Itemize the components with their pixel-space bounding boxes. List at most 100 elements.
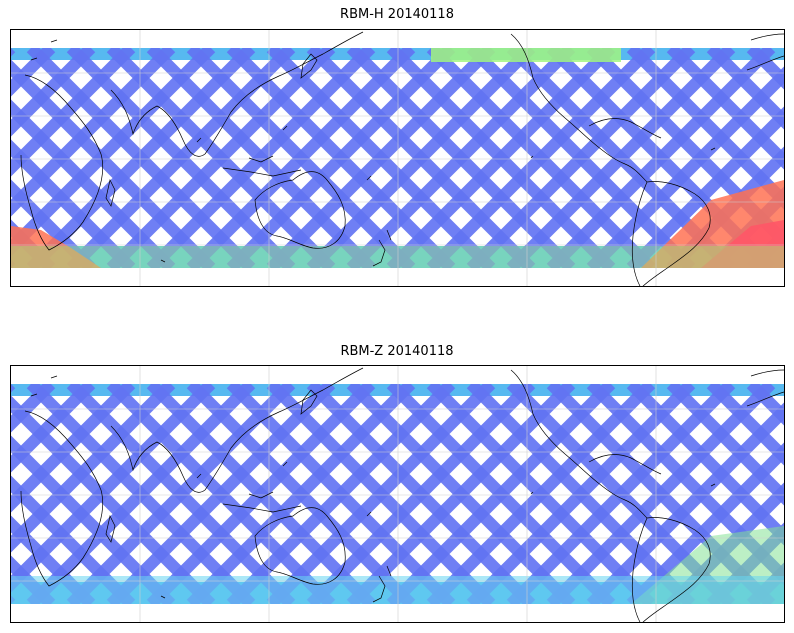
gridlines [11, 366, 784, 622]
coastline-path [564, 117, 648, 183]
coastline-path [110, 89, 206, 157]
swath-ascending [426, 48, 656, 268]
swath-ascending [66, 384, 296, 604]
swath-descending [11, 515, 96, 604]
island-path [530, 491, 534, 495]
coastline-path [300, 53, 318, 79]
swath-ascending [186, 384, 416, 604]
map-panel-bottom [10, 365, 785, 623]
swath-descending [706, 48, 784, 130]
coastline-path [564, 453, 648, 519]
island-path [282, 461, 288, 467]
swath-enhancements [11, 48, 784, 268]
coastline-path [746, 33, 784, 71]
swath-ascending [386, 384, 616, 604]
swath-peak-south-atlantic [701, 220, 784, 268]
map-canvas-bottom [11, 366, 784, 622]
swath-ascending [506, 48, 736, 268]
swath-ascending [466, 48, 696, 268]
coastline-path [372, 229, 392, 267]
swath-ascending [146, 384, 376, 604]
island-path [50, 375, 58, 379]
coastline-path [300, 389, 318, 415]
swath-ascending [586, 402, 784, 604]
swath-ascending [11, 48, 56, 97]
coastline-path [254, 507, 346, 585]
coastline-path [746, 369, 784, 407]
swath-ascending [546, 48, 776, 268]
coastline-path [20, 410, 104, 587]
swath-ascending [626, 442, 784, 604]
coastline-path [20, 74, 104, 251]
coastline-path [588, 454, 662, 475]
coastline-path [204, 367, 364, 491]
island-path [710, 147, 716, 151]
swath-descending [11, 179, 96, 268]
island-path [160, 259, 166, 263]
coastline-path [254, 171, 346, 249]
swath-ascending [66, 48, 296, 268]
coastlines [20, 31, 784, 286]
swath-ascending [426, 384, 656, 604]
swath-ascending [386, 48, 616, 268]
map-panel-top [10, 29, 785, 287]
coastline-path [105, 514, 116, 543]
swath-ascending [11, 384, 96, 473]
swath-ascending [506, 384, 736, 604]
coastline-path [222, 155, 302, 177]
swath-ascending [306, 48, 536, 268]
island-path [366, 175, 372, 181]
swath-ascending [226, 48, 456, 268]
satellite-swaths [11, 384, 784, 604]
swath-ascending [266, 48, 496, 268]
coastline-path [510, 369, 566, 455]
coastline-path [110, 425, 206, 493]
swath-south-band-cool [11, 576, 784, 604]
swath-ascending [186, 48, 416, 268]
swath-ascending [11, 48, 96, 137]
swath-ascending [266, 384, 496, 604]
island-path [50, 39, 58, 43]
swath-ascending [11, 48, 176, 217]
island-path [30, 57, 38, 61]
swath-ascending [146, 48, 376, 268]
swath-high-south-africa [11, 226, 101, 268]
island-path [30, 393, 38, 397]
swath-ascending [106, 48, 336, 268]
map-canvas-top [11, 30, 784, 286]
swath-ascending [11, 384, 176, 553]
island-path [196, 137, 202, 143]
swath-ascending [26, 384, 256, 604]
island-path [530, 155, 534, 159]
swath-ascending [626, 106, 784, 268]
swath-ascending [11, 384, 56, 433]
panel-title-bottom: RBM-Z 20140118 [340, 344, 454, 359]
coastline-path [510, 33, 566, 119]
swath-ascending [586, 66, 784, 268]
satellite-swaths [11, 48, 784, 268]
coastline-path [204, 31, 364, 155]
swath-ascending [466, 384, 696, 604]
swath-descending [11, 555, 56, 604]
island-path [710, 483, 716, 487]
island-path [160, 595, 166, 599]
swath-ascending [546, 384, 776, 604]
island-path [196, 473, 202, 479]
island-path [366, 511, 372, 517]
coastline-path [631, 181, 711, 286]
coastline-path [372, 565, 392, 603]
coastline-path [222, 491, 302, 513]
swath-ascending [11, 384, 216, 593]
panel-title-top: RBM-H 20140118 [340, 7, 454, 22]
coastline-path [588, 118, 662, 139]
coastline-path [631, 517, 711, 622]
swath-south-band-warm [11, 246, 784, 268]
island-path [282, 125, 288, 131]
gridlines [11, 30, 784, 286]
swath-descending [706, 384, 784, 466]
coastline-path [105, 178, 116, 207]
swath-ascending [106, 384, 336, 604]
swath-ascending [226, 384, 456, 604]
swath-ascending [26, 48, 256, 268]
swath-ascending [306, 384, 536, 604]
